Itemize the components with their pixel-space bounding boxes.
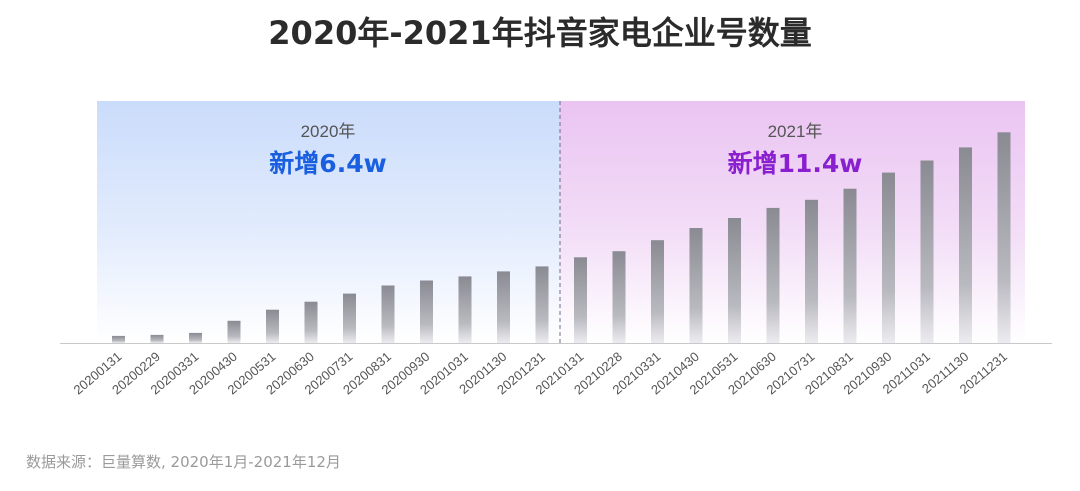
increase-label-2021: 新增11.4w: [728, 149, 863, 178]
bar: [458, 276, 472, 343]
bar: [150, 334, 164, 343]
bar: [920, 160, 934, 343]
bar: [612, 251, 626, 343]
bar: [266, 309, 279, 343]
chart-title: 2020年-2021年抖音家电企业号数量: [268, 14, 812, 52]
bar: [227, 320, 241, 343]
bar-series: [112, 132, 1011, 343]
bar: [381, 285, 395, 343]
year-label-2021: 2021年: [768, 122, 823, 141]
bar: [805, 199, 818, 343]
year-label-2020: 2020年: [301, 122, 356, 141]
x-tick-labels: 2020013120200229202003312020043020200531…: [70, 349, 1009, 398]
bar: [189, 332, 202, 343]
bar: [882, 172, 895, 343]
bar: [651, 240, 664, 343]
bar: [959, 147, 972, 343]
bar: [689, 228, 703, 343]
source-note: 数据来源：巨量算数, 2020年1月-2021年12月: [26, 453, 341, 471]
panel-2020: [97, 101, 560, 343]
bar: [343, 293, 356, 343]
bar: [112, 335, 125, 343]
bar: [535, 266, 549, 343]
bar: [728, 218, 741, 343]
bar: [766, 207, 780, 343]
increase-label-2020: 新增6.4w: [269, 149, 386, 178]
bar: [304, 301, 318, 343]
bar: [843, 188, 857, 343]
bar: [574, 257, 587, 343]
bar: [420, 280, 433, 343]
panel-2021: [560, 101, 1025, 343]
bar: [497, 271, 510, 343]
bar: [997, 132, 1011, 343]
